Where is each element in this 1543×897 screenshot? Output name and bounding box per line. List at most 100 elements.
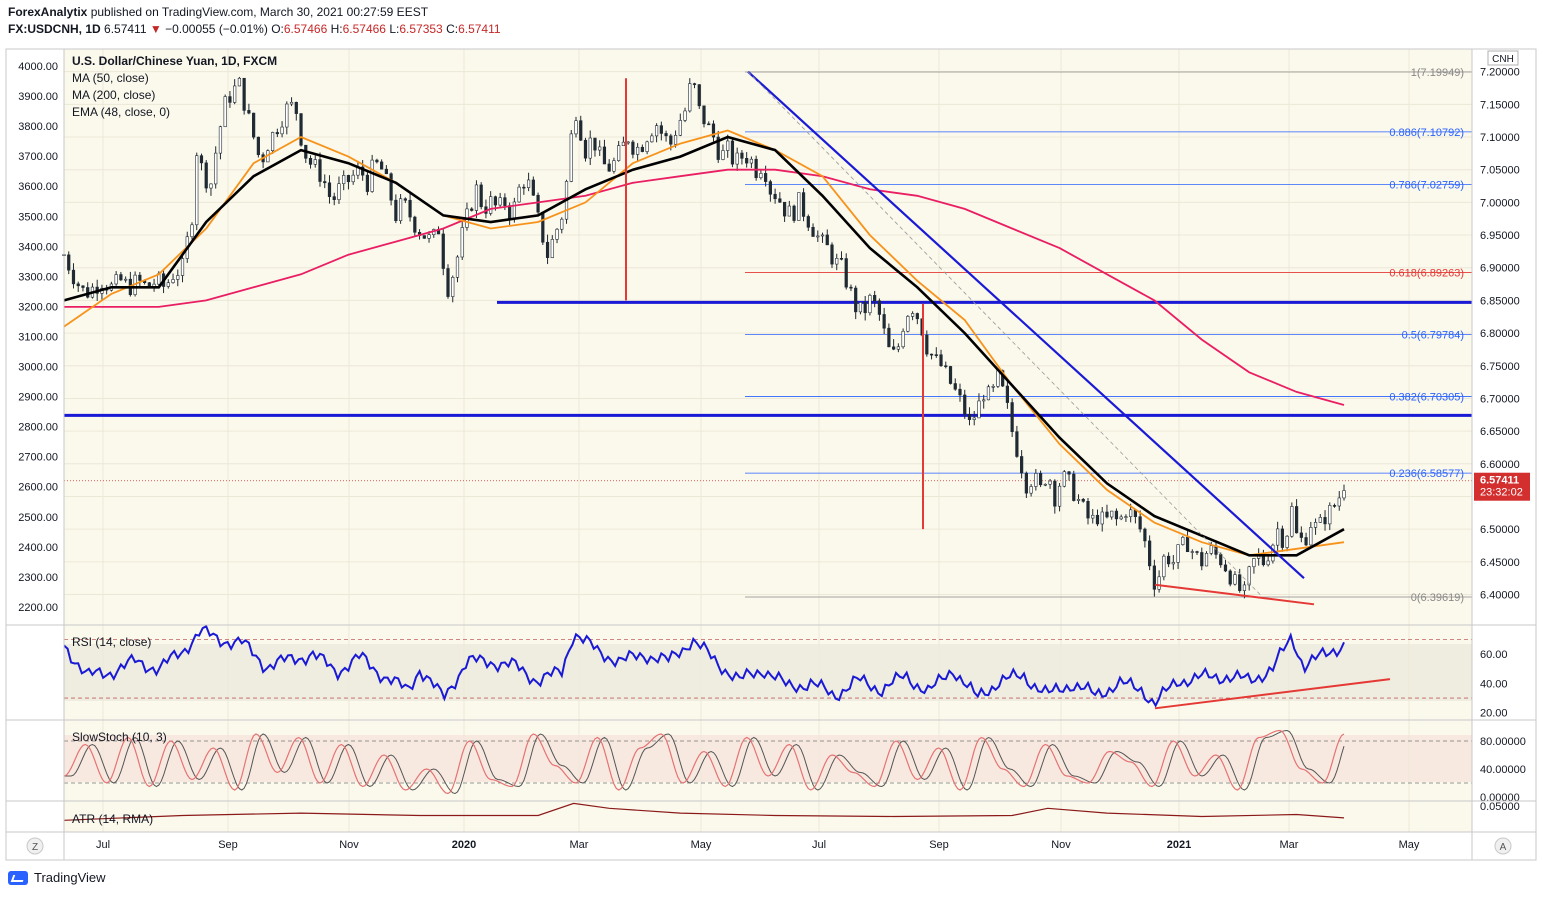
- atr-axis-tick: 0.05000: [1480, 801, 1520, 813]
- candle-body: [1095, 514, 1100, 525]
- candle-body: [275, 132, 279, 135]
- legend-ema48[interactable]: EMA (48, close, 0): [72, 105, 170, 119]
- left-axis-tick: 3300.00: [18, 271, 58, 283]
- stoch-axis-tick: 80.00000: [1480, 736, 1526, 748]
- candle-body: [394, 199, 398, 221]
- axes: 7.20000 7.15000 7.10000 7.05000 7.00000 6.950…: [18, 61, 1526, 851]
- auto-scale-button[interactable]: [1494, 837, 1512, 855]
- candle-body: [479, 184, 483, 208]
- candle-body: [451, 277, 455, 297]
- candle-body: [1105, 511, 1109, 518]
- candle-body: [455, 256, 460, 278]
- candle-body: [114, 274, 118, 285]
- candle-body: [697, 84, 701, 107]
- left-axis-tick: 2700.00: [18, 452, 58, 464]
- left-axis-tick: 2400.00: [18, 542, 58, 554]
- right-axis-tick: 6.40000: [1480, 590, 1520, 602]
- currency-box[interactable]: [1487, 50, 1519, 66]
- candle-body: [569, 133, 573, 182]
- publisher-name[interactable]: ForexAnalytix: [8, 5, 88, 19]
- candle-body: [1238, 574, 1242, 591]
- candle-body: [735, 152, 739, 165]
- candle-body: [688, 83, 692, 112]
- candle-body: [991, 386, 995, 388]
- time-axis-tick: Jul: [812, 839, 826, 851]
- candle-body: [1204, 553, 1209, 567]
- candle-body: [1029, 486, 1033, 494]
- candle-body: [138, 274, 142, 281]
- zoom-button[interactable]: [26, 837, 44, 855]
- left-axis-tick: 2500.00: [18, 512, 58, 524]
- candle-body: [782, 201, 787, 217]
- candle-body: [526, 179, 531, 188]
- symbol[interactable]: FX:USDCNH, 1D: [8, 22, 101, 36]
- right-axis-tick: 6.50000: [1480, 524, 1520, 536]
- candle-body: [1053, 480, 1057, 507]
- atr-pane[interactable]: [64, 801, 1472, 832]
- candle-body: [323, 181, 327, 184]
- candle-body: [313, 159, 317, 165]
- tradingview-footer[interactable]: TradingView: [8, 870, 106, 885]
- candle-body: [598, 146, 602, 151]
- time-axis-tick: Jul: [96, 839, 110, 851]
- drawings[interactable]: [625, 70, 1315, 606]
- fib-level-label: 1(7.19949): [1411, 67, 1464, 79]
- candle-body: [180, 258, 185, 276]
- candle-body: [365, 174, 370, 192]
- candle-body: [545, 241, 550, 258]
- candle-body: [375, 159, 379, 163]
- candle-body: [119, 274, 123, 281]
- candle-body: [787, 205, 791, 217]
- candle-body: [602, 146, 607, 165]
- candle-body: [631, 141, 635, 155]
- candle-body: [910, 313, 915, 317]
- right-axis-tick: 6.95000: [1480, 230, 1520, 242]
- candle-body: [346, 175, 351, 183]
- candle-body: [1162, 555, 1166, 578]
- candle-body: [289, 101, 294, 105]
- candle-body: [270, 132, 275, 151]
- candle-body: [1342, 490, 1346, 499]
- candle-body: [887, 327, 891, 348]
- left-axis-tick: 2800.00: [18, 422, 58, 434]
- candle-body: [1276, 528, 1280, 546]
- candle-body: [934, 354, 938, 356]
- candle-body: [361, 166, 365, 176]
- rsi-title[interactable]: RSI (14, close): [72, 635, 151, 649]
- candle-body: [944, 365, 948, 368]
- stoch-title[interactable]: SlowStoch (10, 3): [72, 730, 167, 744]
- left-axis-tick: 2200.00: [18, 602, 58, 614]
- candle-body: [512, 201, 516, 219]
- candle-body: [636, 146, 640, 155]
- candle-body: [1304, 537, 1308, 546]
- candle-body: [825, 234, 829, 246]
- atr-title[interactable]: ATR (14, RMA): [72, 812, 153, 826]
- right-axis-tick: 6.85000: [1480, 295, 1520, 307]
- legend-ma200[interactable]: MA (200, close): [72, 88, 155, 102]
- candle-body: [1091, 514, 1095, 519]
- candle-body: [1280, 528, 1284, 548]
- candle-body: [1034, 473, 1038, 487]
- fib-retracement[interactable]: 1(7.19949) 0.886(7.10792) 0.786(7.02759) 0.…: [745, 67, 1472, 604]
- candle-body: [820, 234, 825, 237]
- stoch-d-line: [64, 729, 1345, 795]
- candle-body: [764, 173, 768, 182]
- legend-ma50[interactable]: MA (50, close): [72, 71, 149, 85]
- candle-body: [768, 181, 772, 195]
- candle-body: [953, 383, 957, 390]
- support-resistance-lines[interactable]: [64, 300, 1472, 482]
- candle-body: [896, 346, 900, 350]
- auto-scale-label: A: [1500, 842, 1507, 853]
- time-axis-tick: Mar: [570, 839, 589, 851]
- candle-body: [906, 316, 910, 332]
- candle-body: [972, 417, 976, 420]
- candle-body: [1285, 535, 1289, 548]
- candle-body: [1171, 562, 1175, 565]
- candle-body: [1209, 545, 1213, 554]
- candle-body: [1100, 511, 1104, 525]
- left-axis-tick: 3500.00: [18, 211, 58, 223]
- candle-body: [460, 227, 464, 258]
- candle-body: [654, 125, 659, 137]
- candle-body: [835, 258, 839, 265]
